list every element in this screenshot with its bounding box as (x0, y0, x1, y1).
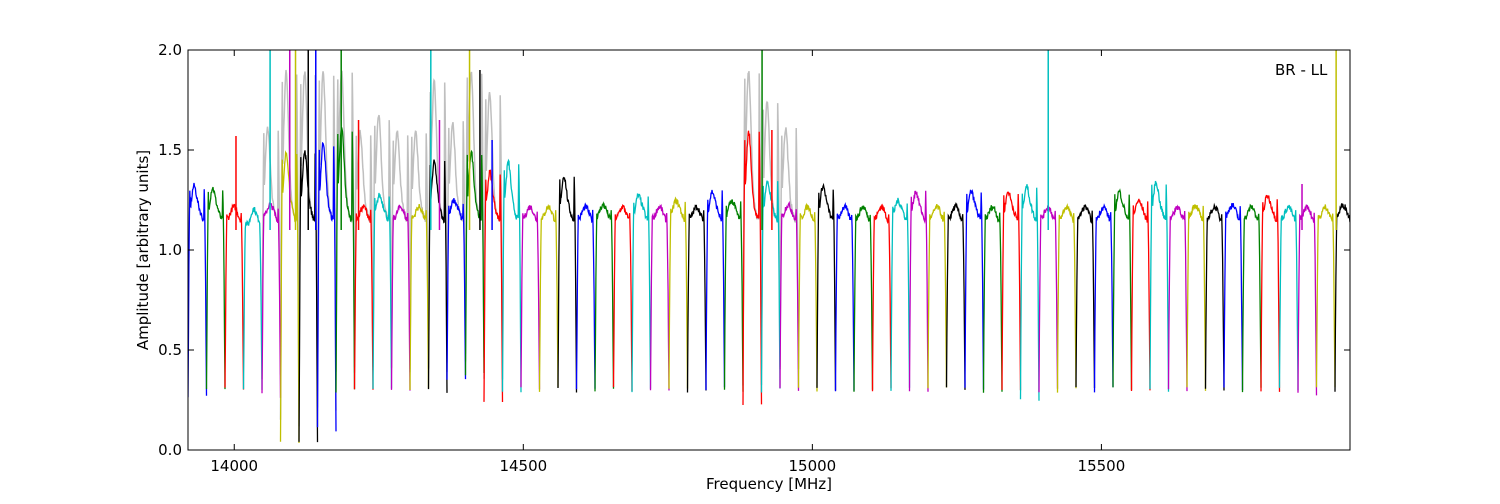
spectral-window-trace (1297, 204, 1318, 396)
spectral-window-trace (945, 202, 966, 390)
spectral-window-trace (205, 186, 226, 390)
spectral-window-trace (705, 189, 726, 391)
spectral-window-trace (409, 204, 430, 391)
spectral-window-trace (871, 203, 892, 392)
spectral-window-trace (668, 196, 689, 389)
spectral-window-trace (1001, 191, 1022, 391)
spectral-window-trace (446, 198, 467, 380)
spectral-window-trace (908, 190, 929, 392)
spectral-window-trace (224, 203, 245, 390)
spectral-window-trace (520, 204, 541, 390)
spectral-window-trace (1334, 203, 1350, 392)
x-axis-label: Frequency [MHz] (706, 475, 832, 493)
spectral-window-trace (501, 158, 522, 393)
spectral-window-trace (1260, 194, 1281, 392)
spectral-window-trace (353, 204, 374, 390)
spectral-window-trace (1204, 202, 1225, 391)
spectral-window-trace (797, 202, 818, 392)
series-layer (188, 50, 1350, 444)
x-tick-label: 14000 (210, 457, 258, 475)
spectral-window-trace (760, 180, 781, 393)
spectral-window-trace (1241, 203, 1262, 393)
spectral-window-trace (372, 192, 393, 389)
spectral-window-trace (1278, 204, 1299, 391)
spectral-window-trace (982, 205, 1003, 393)
spectral-window-trace (1093, 203, 1114, 393)
x-tick-label: 15500 (1078, 457, 1126, 475)
spectral-window-trace (723, 199, 744, 392)
spectral-window-trace (612, 203, 633, 392)
x-tick-label: 14500 (499, 457, 547, 475)
spectral-window-trace (538, 203, 559, 392)
spectral-window-trace (594, 201, 615, 392)
spectral-window-trace (483, 169, 504, 403)
axis-ticks: 14000 14500 15000 15500 0.0 0.5 1.0 1.5 2.0 (158, 41, 1350, 475)
spectral-window-trace (1167, 204, 1188, 392)
spectral-window-trace (557, 176, 578, 393)
background-trace (779, 127, 800, 370)
spectral-window-trace (1223, 203, 1244, 391)
spectral-window-trace (427, 159, 448, 393)
spectral-window-trace (1149, 180, 1170, 392)
spectral-window-trace (742, 130, 763, 406)
background-trace (446, 121, 467, 363)
y-tick-label: 1.0 (158, 241, 182, 259)
spectral-window-trace (1112, 188, 1133, 390)
spectral-window-trace (1019, 184, 1040, 401)
spectral-window-trace (779, 200, 800, 391)
spectral-window-trace (853, 205, 874, 392)
y-tick-label: 0.0 (158, 441, 182, 459)
spectral-window-trace (686, 204, 707, 393)
y-tick-label: 0.5 (158, 341, 182, 359)
spectral-window-trace (631, 192, 652, 393)
spectral-window-trace (1315, 204, 1336, 388)
spectral-window-trace (390, 204, 411, 391)
spectral-window-trace (1056, 203, 1077, 393)
y-tick-label: 1.5 (158, 141, 182, 159)
x-tick-label: 15000 (788, 457, 836, 475)
spectral-window-trace (1186, 204, 1207, 391)
annotation-label: BR - LL (1275, 61, 1328, 79)
spectral-window-trace (464, 149, 485, 376)
spectral-window-trace (927, 203, 948, 389)
spectral-window-trace (964, 188, 985, 390)
spectral-window-trace (834, 202, 855, 392)
y-axis-label: Amplitude [arbitrary units] (134, 150, 152, 350)
spectral-window-trace (816, 182, 837, 391)
spectral-window-trace (1130, 198, 1151, 392)
spectral-window-trace (649, 203, 670, 391)
background-trace (409, 130, 430, 370)
spectral-window-trace (188, 182, 208, 398)
spectral-window-trace (316, 141, 337, 432)
y-tick-label: 2.0 (158, 41, 182, 59)
spectral-window-trace (335, 127, 356, 393)
spectral-window-trace (890, 197, 911, 391)
spectral-window-trace (1075, 204, 1096, 389)
spectral-window-trace (261, 202, 282, 398)
spectral-window-trace (242, 206, 263, 390)
background-trace (742, 70, 763, 386)
spectral-window-trace (575, 202, 596, 390)
